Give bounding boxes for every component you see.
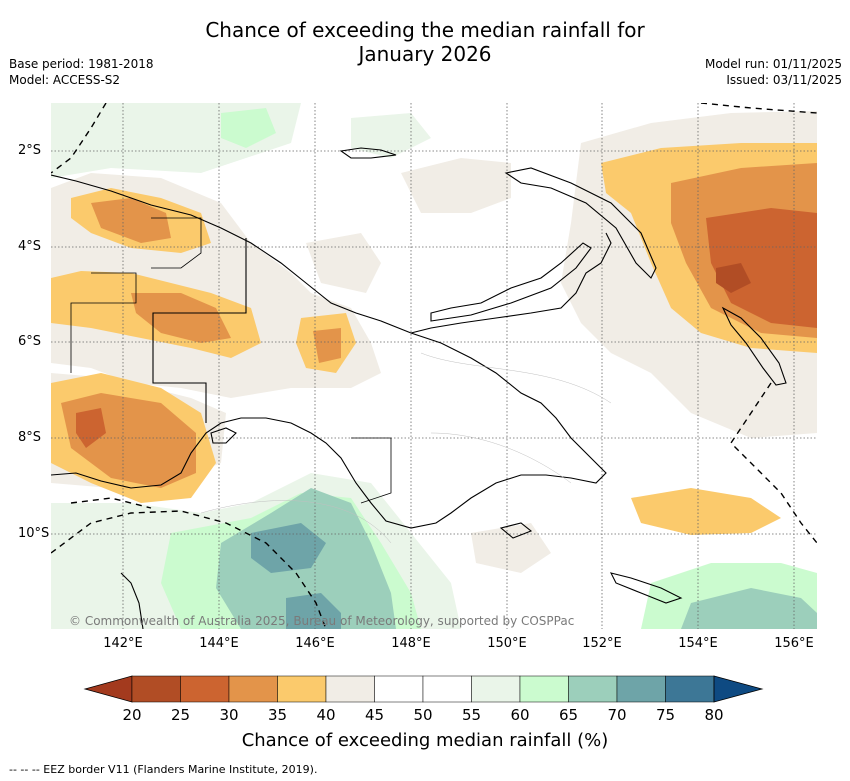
meta-left: Base period: 1981-2018 Model: ACCESS-S2 [9,56,154,88]
contours [200,352,612,544]
torres-islands [210,427,237,444]
colorbar-cell [180,675,230,703]
x-tick-142: 142°E [103,636,143,651]
region-30-35-nw [91,198,171,243]
map-title: Chance of exceeding the median rainfall … [0,18,850,66]
base-period: Base period: 1981-2018 [9,57,154,71]
colorbar-label: Chance of exceeding median rainfall (%) [241,730,609,751]
eez-e [730,382,817,544]
colorbar-cell [325,675,375,703]
new-ireland [504,167,657,279]
region-20-25-ne [716,263,751,293]
x-tick-152: 152°E [582,636,622,651]
x-tick-148: 148°E [391,636,431,651]
louisiade [609,572,683,604]
eez-ne [700,103,817,114]
x-tick-156: 156°E [774,636,814,651]
province-border-1 [70,272,137,373]
new-guinea-coast [51,174,607,529]
colorbar-extend-low [83,675,133,703]
colorbar-tick-label: 70 [607,706,627,724]
colorbar-tick-label: 40 [316,706,336,724]
meta-right: Model run: 01/11/2025 Issued: 03/11/2025 [705,56,842,88]
region-40-45-c [306,233,381,293]
colorbar-tick-label: 30 [219,706,239,724]
colorbar-cell [519,675,569,703]
x-tick-144: 144°E [199,636,239,651]
issued-date: Issued: 03/11/2025 [726,73,842,87]
y-tick-6s: 6°S [18,334,42,349]
x-tick-150: 150°E [487,636,527,651]
colorbar-cell [131,675,181,703]
title-line-2: January 2026 [358,42,492,66]
map-canvas [51,103,817,629]
colorbar-tick-label: 45 [364,706,385,724]
colorbar-tick-label: 25 [170,706,191,724]
province-border-2 [151,217,202,269]
region-30-35-c [313,328,341,363]
y-tick-10s: 10°S [18,526,50,541]
x-tick-146: 146°E [295,636,335,651]
graticule [51,103,817,629]
region-25-30-ne [706,208,817,328]
bougainville [721,306,787,386]
png-indonesia-border [152,238,247,423]
region-65-70-se [681,588,817,629]
copyright-notice: © Commonwealth of Australia 2025, Bureau… [69,614,575,628]
y-tick-2s: 2°S [18,143,42,158]
model-run: Model run: 01/11/2025 [704,57,842,71]
region-70-75-s [251,523,326,573]
colorbar-cell [568,675,618,703]
colorbar-cell [277,675,327,703]
y-tick-8s: 8°S [18,430,42,445]
cape-york [120,572,144,629]
colorbar-cell [665,675,715,703]
probability-shading [51,103,817,629]
region-60-65-nw [221,108,276,148]
eez-border [51,103,817,629]
colorbar-cell [616,675,666,703]
colorbar-cell [422,675,472,703]
eez-footnote: -- -- -- EEZ border V11 (Flanders Marine… [9,763,318,776]
region-40-45-sc [471,523,551,573]
manus-island [339,147,397,159]
colorbar-cell [228,675,278,703]
colorbar-tick-label: 80 [704,706,724,724]
huon-coast [410,232,612,334]
region-70-75-s2 [286,593,341,629]
colorbar-tick-label: 55 [461,706,482,724]
colorbar-cell [471,675,521,703]
eez-s [70,497,152,509]
new-britain [430,242,592,322]
colorbar-tick-label: 75 [655,706,676,724]
region-35-40-se [631,488,781,535]
region-30-35-w [131,293,231,343]
colorbar-tick-label: 20 [122,706,142,724]
province-border-3 [351,437,392,504]
eez-sw [51,510,327,629]
rainfall-map: © Commonwealth of Australia 2025, Bureau… [51,103,817,629]
title-line-1: Chance of exceeding the median rainfall … [205,18,645,42]
x-tick-154: 154°E [678,636,718,651]
y-tick-4s: 4°S [18,239,42,254]
eez-nw [51,103,107,174]
coastlines [51,147,787,629]
colorbar-cells [83,675,764,703]
colorbar-tick-label: 65 [558,706,579,724]
colorbar-tick-label: 35 [267,706,288,724]
colorbar-extend-high [713,675,764,703]
region-40-45-ne [401,158,511,213]
model-name: Model: ACCESS-S2 [9,73,121,87]
colorbar-tick-label: 50 [413,706,433,724]
colorbar-tick-label: 60 [510,706,530,724]
colorbar-cell [374,675,424,703]
dentrecasteaux [499,522,533,539]
